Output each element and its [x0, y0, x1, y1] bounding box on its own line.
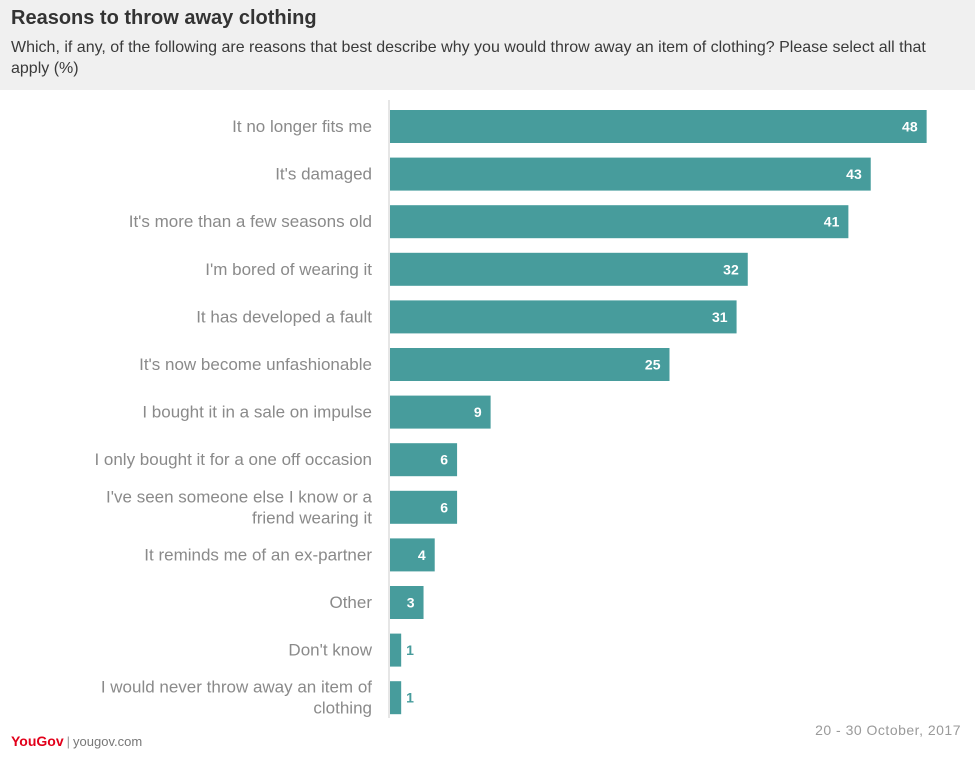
value-label: 1 — [406, 690, 414, 706]
category-label: It's damaged — [275, 165, 372, 184]
value-label: 31 — [712, 309, 728, 325]
category-label: I've seen someone else I know or a friend… — [106, 487, 372, 527]
value-label: 43 — [846, 166, 862, 182]
bar — [390, 443, 458, 477]
bar — [390, 586, 424, 619]
logo-separator: | — [66, 734, 71, 749]
category-label: I only bought it for a one off occasion — [94, 450, 372, 469]
bar — [390, 157, 871, 191]
bar — [390, 300, 737, 334]
category-label: It reminds me of an ex-partner — [144, 545, 372, 564]
bar — [390, 633, 402, 667]
bar — [390, 681, 402, 715]
value-label: 41 — [824, 214, 840, 230]
category-label: I bought it in a sale on impulse — [142, 403, 372, 422]
category-label: It has developed a fault — [196, 307, 372, 326]
category-label: It's more than a few seasons old — [129, 212, 372, 231]
value-label: 6 — [440, 499, 448, 515]
chart-subtitle: Which, if any, of the following are reas… — [11, 39, 926, 77]
bar — [390, 252, 748, 286]
value-label: 4 — [418, 547, 426, 563]
bar — [390, 205, 849, 239]
yougov-logo[interactable]: YouGov | yougov.com — [11, 733, 142, 749]
category-label: It no longer fits me — [232, 117, 372, 136]
category-label: I would never throw away an item of cloth… — [101, 678, 372, 718]
chart-header: Reasons to throw away clothing Which, if… — [0, 0, 975, 90]
category-label: Other — [329, 593, 372, 612]
category-label: It's now become unfashionable — [139, 355, 372, 374]
value-label: 32 — [723, 261, 739, 277]
value-label: 25 — [645, 357, 661, 373]
bar — [390, 490, 458, 524]
value-label: 1 — [406, 642, 414, 658]
bar — [390, 348, 670, 381]
value-label: 6 — [440, 452, 448, 468]
brand-name: YouGov — [11, 733, 64, 749]
fieldwork-date: 20 - 30 October, 2017 — [815, 722, 961, 738]
site-url: yougov.com — [73, 734, 143, 749]
bar — [390, 538, 435, 572]
value-label: 9 — [474, 404, 482, 420]
value-label: 3 — [407, 595, 415, 611]
bar — [390, 110, 927, 143]
chart-title: Reasons to throw away clothing — [11, 7, 317, 29]
value-label: 48 — [902, 119, 918, 135]
bar — [390, 395, 491, 429]
category-label: Don't know — [288, 641, 372, 660]
category-label: I'm bored of wearing it — [205, 260, 372, 279]
